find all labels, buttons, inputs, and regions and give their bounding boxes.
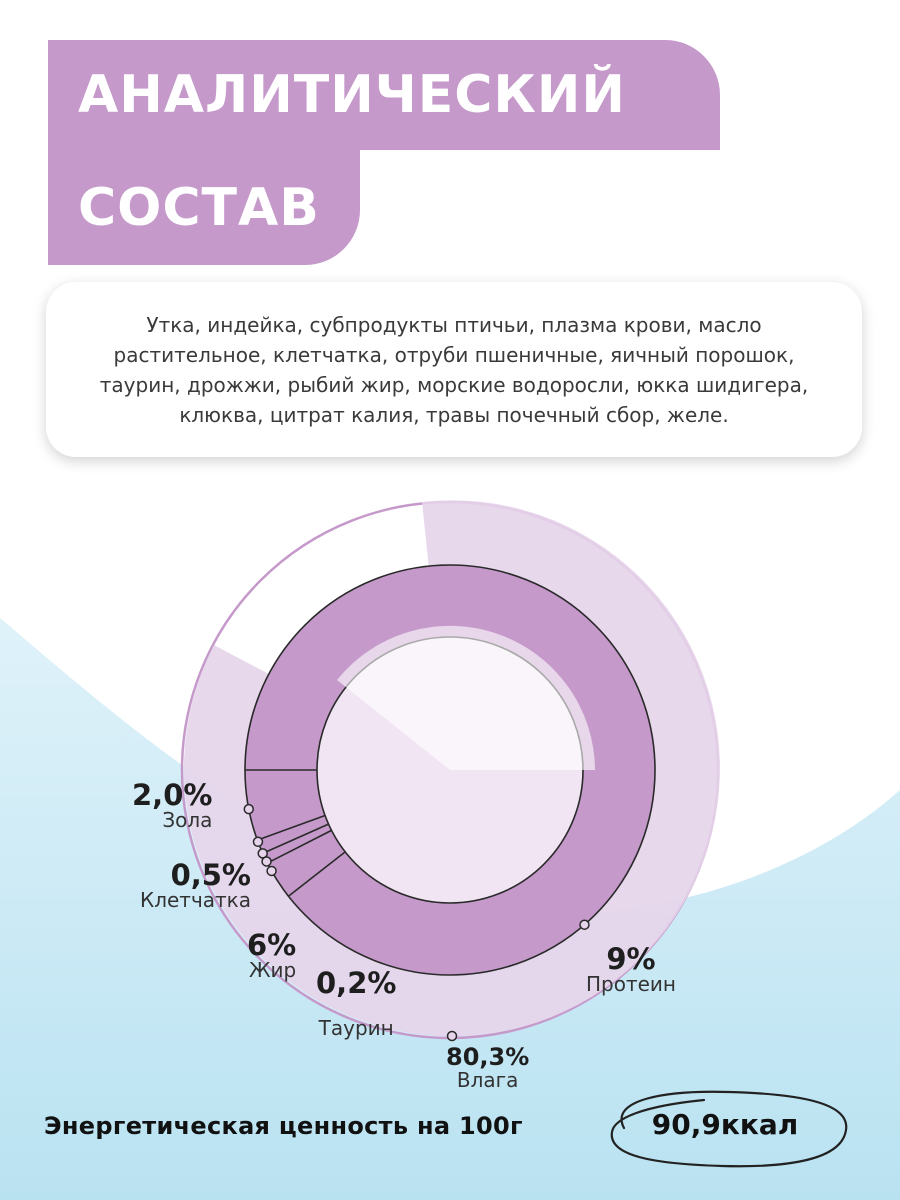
label-fat-name: Жир [249,958,297,983]
label-ash: 2,0% Зола [132,780,212,831]
energy-value-badge: 90,9ккал [594,1078,856,1178]
label-ash-value: 2,0% [132,778,213,812]
title-line-1: АНАЛИТИЧЕСКИЙ [48,40,720,150]
label-fiber-name: Клетчатка [140,888,251,913]
point-fiber [252,836,264,848]
label-fiber-value: 0,5% [170,858,251,892]
inner-white-sector [337,625,595,770]
label-protein-value: 9% [606,942,656,976]
label-fiber: 0,5% Клетчатка [140,860,251,911]
label-taurine: 0,2% Таурин [316,968,396,1039]
label-protein: 9% Протеин [586,944,676,995]
label-ash-name: Зола [162,808,213,833]
label-taurine-name: Таурин [318,1016,394,1041]
point-fat-2 [266,865,277,877]
point-protein [579,919,590,930]
label-points [243,803,590,1042]
label-moisture-name: Влага [456,1068,519,1093]
composition-text: Утка, индейка, субпродукты птичьи, плазм… [99,312,809,427]
donut-dividers [245,769,346,897]
point-moisture [446,1030,458,1042]
energy-value: 90,9ккал [651,1108,799,1141]
composition-card: Утка, индейка, субпродукты птичьи, плазм… [46,282,862,457]
label-taurine-value: 0,2% [316,966,397,1000]
badge-oval [610,1090,848,1168]
label-protein-name: Протеин [586,972,676,997]
title-line-2: СОСТАВ [48,150,360,265]
label-fat: 6% Жир [247,930,296,981]
divider-2 [257,814,326,841]
energy-label: Энергетическая ценность на 100г [44,1112,523,1140]
point-fat [261,856,272,867]
divider-5 [287,851,346,897]
point-ash [243,803,255,815]
label-moisture: 80,3% Влага [446,1043,530,1093]
label-fat-value: 6% [247,928,297,962]
label-moisture-value: 80,3% [446,1043,530,1071]
title-line-2-text: СОСТАВ [78,177,320,238]
title-line-1-text: АНАЛИТИЧЕСКИЙ [78,65,626,125]
divider-4 [266,829,332,864]
divider-3 [262,823,329,855]
